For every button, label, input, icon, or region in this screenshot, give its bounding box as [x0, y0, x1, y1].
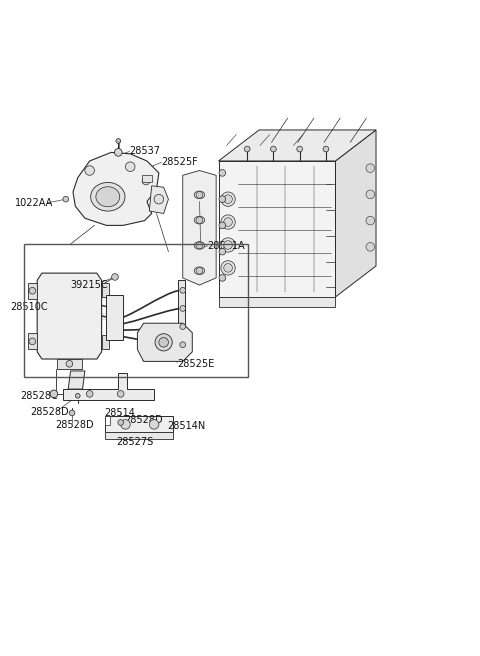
Circle shape: [149, 420, 159, 429]
Polygon shape: [183, 171, 216, 285]
Bar: [24, 244, 248, 377]
Polygon shape: [68, 371, 85, 389]
Circle shape: [154, 194, 164, 204]
Text: 28528D: 28528D: [124, 415, 163, 424]
Polygon shape: [28, 283, 37, 299]
Circle shape: [196, 268, 203, 274]
Bar: [142, 175, 152, 182]
Polygon shape: [106, 432, 173, 439]
Text: 28528D: 28528D: [30, 407, 69, 417]
Ellipse shape: [221, 260, 235, 275]
Polygon shape: [73, 152, 159, 226]
Text: 28514N: 28514N: [168, 421, 206, 431]
Text: 39215C: 39215C: [71, 280, 108, 290]
Circle shape: [219, 222, 226, 229]
Circle shape: [142, 177, 150, 185]
Ellipse shape: [224, 264, 232, 272]
Circle shape: [86, 390, 93, 397]
Circle shape: [366, 243, 374, 251]
Ellipse shape: [194, 191, 204, 199]
Circle shape: [112, 274, 118, 280]
Polygon shape: [102, 283, 109, 297]
Ellipse shape: [224, 218, 232, 226]
Circle shape: [180, 287, 186, 293]
Circle shape: [219, 169, 226, 176]
Circle shape: [219, 195, 226, 203]
Ellipse shape: [194, 216, 204, 224]
Circle shape: [297, 146, 302, 152]
Text: 1022AA: 1022AA: [15, 198, 53, 208]
Polygon shape: [336, 130, 376, 297]
Polygon shape: [107, 295, 123, 340]
Ellipse shape: [194, 241, 204, 249]
Polygon shape: [102, 335, 109, 350]
Polygon shape: [106, 417, 173, 432]
Circle shape: [180, 342, 186, 348]
Circle shape: [323, 146, 329, 152]
Ellipse shape: [91, 182, 125, 211]
Polygon shape: [106, 417, 110, 425]
Polygon shape: [218, 297, 336, 306]
Text: 28527S: 28527S: [116, 437, 153, 447]
Polygon shape: [28, 333, 37, 350]
Bar: [57, 359, 82, 369]
Circle shape: [366, 190, 374, 199]
Circle shape: [50, 390, 58, 398]
Text: 28525F: 28525F: [161, 157, 198, 167]
Circle shape: [120, 420, 130, 429]
Circle shape: [155, 334, 172, 351]
Circle shape: [117, 390, 124, 397]
Circle shape: [244, 146, 250, 152]
Text: 28514: 28514: [104, 408, 135, 418]
Circle shape: [75, 394, 80, 398]
Polygon shape: [37, 273, 102, 359]
Circle shape: [66, 360, 73, 367]
Circle shape: [118, 420, 123, 425]
Circle shape: [85, 166, 95, 175]
Circle shape: [159, 338, 168, 347]
Polygon shape: [137, 323, 192, 361]
Circle shape: [116, 138, 120, 143]
Circle shape: [366, 164, 374, 173]
Polygon shape: [178, 280, 185, 352]
Ellipse shape: [221, 238, 235, 252]
Circle shape: [196, 216, 203, 224]
Circle shape: [219, 275, 226, 281]
Ellipse shape: [221, 215, 235, 229]
Text: 28521A: 28521A: [207, 241, 245, 251]
Circle shape: [366, 216, 374, 225]
Circle shape: [125, 162, 135, 171]
Ellipse shape: [224, 195, 232, 203]
Polygon shape: [218, 130, 376, 161]
Circle shape: [196, 242, 203, 249]
Circle shape: [271, 146, 276, 152]
Polygon shape: [149, 186, 168, 213]
Circle shape: [69, 410, 75, 416]
Text: 28528D: 28528D: [55, 420, 94, 430]
Circle shape: [219, 249, 226, 255]
Circle shape: [180, 306, 186, 312]
Ellipse shape: [96, 187, 120, 207]
Circle shape: [115, 148, 122, 156]
Text: 28525E: 28525E: [177, 359, 214, 369]
Polygon shape: [63, 373, 154, 400]
Ellipse shape: [221, 192, 235, 206]
Circle shape: [29, 287, 36, 294]
Ellipse shape: [224, 241, 232, 249]
Text: 28537: 28537: [129, 146, 160, 156]
Ellipse shape: [194, 267, 204, 275]
Circle shape: [29, 338, 36, 344]
Text: 28510C: 28510C: [10, 302, 48, 312]
Circle shape: [63, 196, 69, 202]
Circle shape: [196, 192, 203, 198]
Text: 28528C: 28528C: [21, 391, 58, 401]
Polygon shape: [218, 161, 336, 297]
Circle shape: [180, 323, 186, 329]
